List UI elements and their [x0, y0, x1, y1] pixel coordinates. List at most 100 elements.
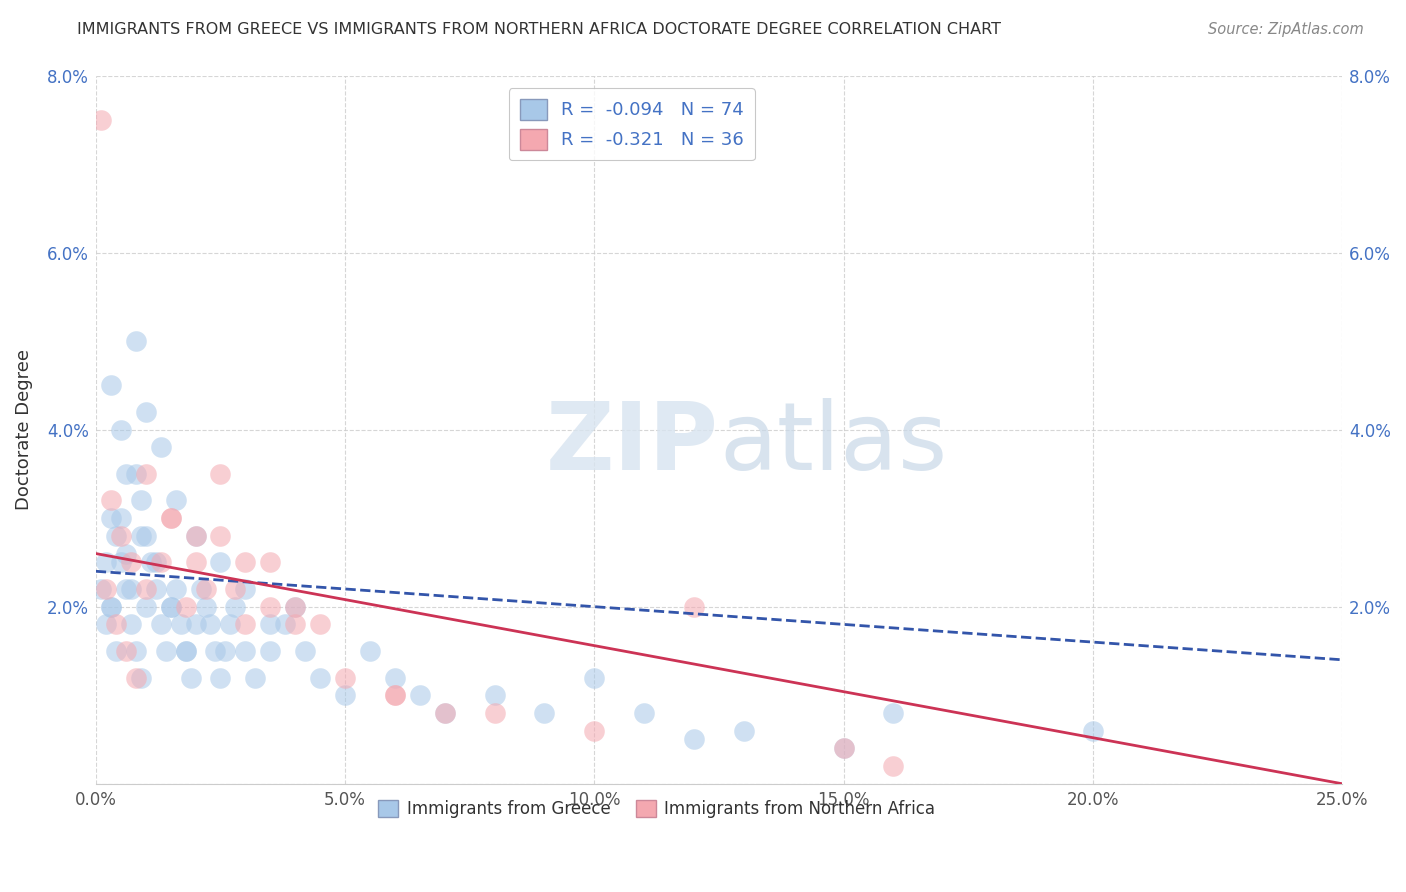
Point — [194, 582, 217, 596]
Point — [149, 617, 172, 632]
Point — [174, 644, 197, 658]
Point — [149, 556, 172, 570]
Point — [184, 529, 207, 543]
Point — [165, 582, 187, 596]
Point — [184, 617, 207, 632]
Point — [433, 706, 456, 720]
Point — [235, 617, 257, 632]
Point — [882, 759, 904, 773]
Point — [219, 617, 242, 632]
Text: Source: ZipAtlas.com: Source: ZipAtlas.com — [1208, 22, 1364, 37]
Point — [129, 671, 152, 685]
Point — [90, 112, 112, 127]
Point — [135, 405, 157, 419]
Point — [259, 617, 281, 632]
Point — [284, 599, 307, 614]
Point — [159, 599, 181, 614]
Point — [235, 556, 257, 570]
Point — [110, 529, 132, 543]
Point — [94, 556, 117, 570]
Point — [110, 423, 132, 437]
Point — [484, 688, 506, 702]
Point — [309, 617, 332, 632]
Point — [125, 467, 148, 481]
Point — [683, 732, 706, 747]
Point — [120, 556, 142, 570]
Point — [100, 511, 122, 525]
Point — [120, 617, 142, 632]
Point — [235, 644, 257, 658]
Point — [135, 529, 157, 543]
Point — [125, 671, 148, 685]
Point — [259, 599, 281, 614]
Point — [224, 582, 246, 596]
Point — [484, 706, 506, 720]
Point — [274, 617, 297, 632]
Point — [259, 644, 281, 658]
Point — [209, 529, 232, 543]
Point — [583, 723, 606, 738]
Point — [433, 706, 456, 720]
Text: atlas: atlas — [718, 398, 948, 490]
Point — [129, 529, 152, 543]
Point — [114, 467, 136, 481]
Point — [333, 671, 356, 685]
Point — [832, 741, 855, 756]
Point — [683, 599, 706, 614]
Text: IMMIGRANTS FROM GREECE VS IMMIGRANTS FROM NORTHERN AFRICA DOCTORATE DEGREE CORRE: IMMIGRANTS FROM GREECE VS IMMIGRANTS FRO… — [77, 22, 1001, 37]
Point — [159, 511, 181, 525]
Point — [882, 706, 904, 720]
Point — [333, 688, 356, 702]
Point — [190, 582, 212, 596]
Point — [100, 599, 122, 614]
Point — [114, 547, 136, 561]
Point — [174, 599, 197, 614]
Point — [359, 644, 381, 658]
Point — [224, 599, 246, 614]
Point — [114, 582, 136, 596]
Point — [145, 582, 167, 596]
Point — [284, 617, 307, 632]
Y-axis label: Doctorate Degree: Doctorate Degree — [15, 349, 32, 510]
Point — [214, 644, 236, 658]
Point — [100, 599, 122, 614]
Point — [135, 582, 157, 596]
Point — [384, 688, 406, 702]
Point — [174, 644, 197, 658]
Point — [155, 644, 177, 658]
Point — [209, 467, 232, 481]
Point — [235, 582, 257, 596]
Point — [169, 617, 191, 632]
Text: ZIP: ZIP — [546, 398, 718, 490]
Point — [129, 493, 152, 508]
Point — [194, 599, 217, 614]
Point — [384, 671, 406, 685]
Point — [125, 334, 148, 348]
Point — [159, 599, 181, 614]
Point — [209, 556, 232, 570]
Point — [114, 644, 136, 658]
Point — [384, 688, 406, 702]
Point — [284, 599, 307, 614]
Point — [110, 511, 132, 525]
Point — [145, 556, 167, 570]
Point — [259, 556, 281, 570]
Point — [309, 671, 332, 685]
Point — [294, 644, 316, 658]
Point — [583, 671, 606, 685]
Point — [149, 440, 172, 454]
Point — [120, 582, 142, 596]
Point — [533, 706, 555, 720]
Point — [90, 582, 112, 596]
Point — [1081, 723, 1104, 738]
Point — [100, 378, 122, 392]
Point — [139, 556, 162, 570]
Point — [135, 467, 157, 481]
Point — [184, 529, 207, 543]
Point — [125, 644, 148, 658]
Point — [204, 644, 226, 658]
Point — [110, 556, 132, 570]
Point — [245, 671, 267, 685]
Point — [832, 741, 855, 756]
Point — [184, 556, 207, 570]
